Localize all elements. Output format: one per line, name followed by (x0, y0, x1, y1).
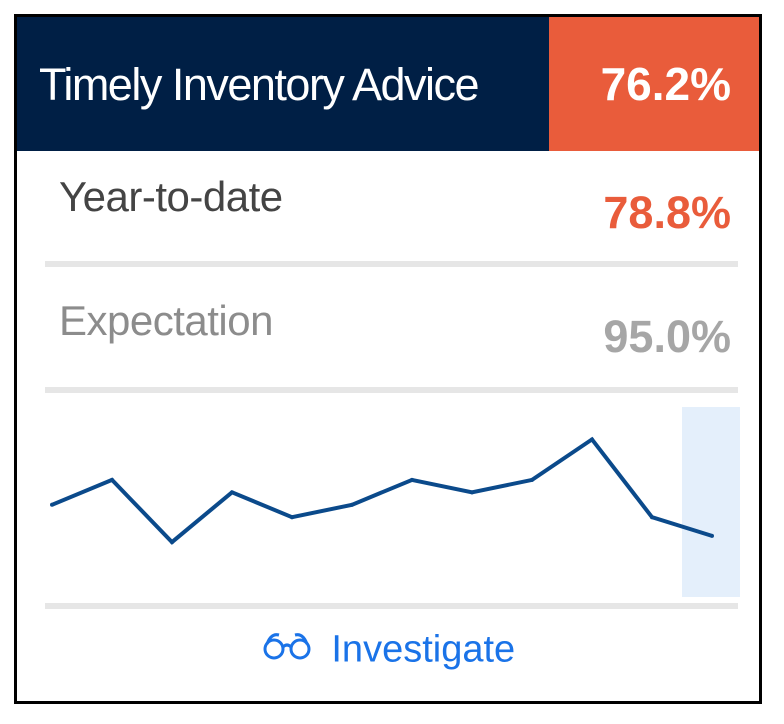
selected-period-highlight (682, 407, 740, 597)
trend-point (110, 477, 114, 482)
header-title-panel: Timely Inventory Advice (17, 17, 549, 151)
divider (45, 387, 738, 393)
trend-point (470, 490, 474, 495)
trend-point (350, 502, 354, 507)
trend-point (290, 515, 294, 520)
trend-point (50, 502, 54, 507)
ytd-value: 78.8% (603, 187, 731, 238)
trend-point (530, 477, 534, 482)
expectation-label: Expectation (59, 297, 273, 344)
ytd-label: Year-to-date (59, 173, 283, 220)
card-header: Timely Inventory Advice 76.2% (17, 17, 759, 151)
trend-point (170, 540, 174, 545)
trend-line (51, 436, 713, 545)
trend-point (230, 490, 234, 495)
trend-sparkline (50, 407, 740, 597)
investigate-link[interactable]: Investigate (17, 627, 759, 687)
trend-point (410, 477, 414, 482)
trend-point (650, 515, 654, 520)
kpi-title: Timely Inventory Advice (39, 59, 480, 110)
glasses-icon (261, 628, 313, 671)
header-value-panel: 76.2% (549, 17, 759, 151)
kpi-current-value: 76.2% (600, 58, 731, 110)
divider (45, 603, 738, 609)
expectation-value: 95.0% (603, 311, 731, 362)
divider (45, 261, 738, 267)
trend-point (590, 437, 594, 442)
kpi-card: Timely Inventory Advice 76.2% Year-to-da… (14, 14, 762, 704)
trend-point (710, 533, 714, 538)
investigate-label: Investigate (331, 628, 516, 671)
